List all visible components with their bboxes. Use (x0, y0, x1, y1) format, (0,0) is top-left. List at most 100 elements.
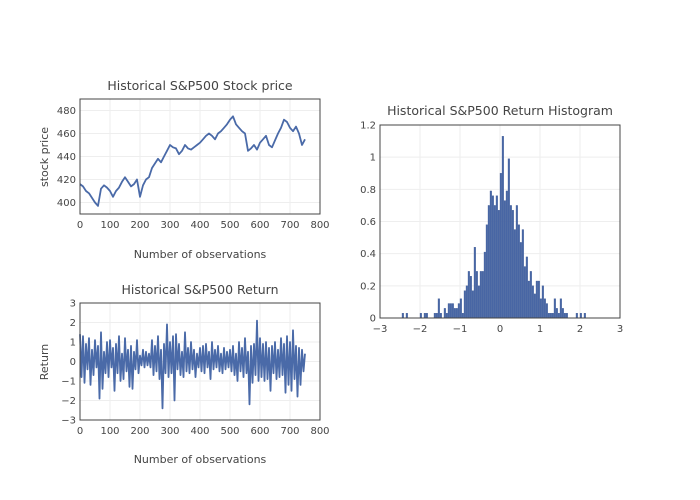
histogram-bar (527, 280, 530, 319)
histogram-bar (493, 205, 496, 319)
histogram-bar (471, 290, 474, 319)
histogram-bar (565, 313, 568, 319)
histogram-title: Historical S&P500 Return Histogram (387, 103, 613, 118)
histogram-bar (539, 298, 542, 319)
histogram-bar (553, 298, 556, 319)
histogram-bar (559, 298, 562, 319)
histogram-bar (443, 308, 446, 319)
plot-frame (379, 124, 621, 319)
x-tick-label: 0 (77, 426, 83, 437)
histogram-bar (495, 195, 498, 319)
histogram-bar (491, 195, 494, 319)
y-tick-label: 0.6 (360, 217, 376, 228)
x-tick-label: 500 (220, 426, 239, 437)
histogram-bar (575, 313, 578, 319)
histogram-bar (447, 303, 450, 319)
y-tick-label: 0.4 (360, 249, 376, 260)
histogram-bar (485, 224, 488, 319)
x-tick-label: 400 (190, 220, 209, 231)
x-tick-label: −3 (373, 324, 388, 335)
return-histogram-chart: Historical S&P500 Return Histogram −3 −2 −… (360, 103, 623, 335)
x-tick-label: 400 (190, 426, 209, 437)
stock-price-ylabel: stock price (38, 127, 51, 187)
histogram-bar (545, 303, 548, 319)
histogram-bar (549, 313, 552, 319)
histogram-bar (563, 313, 566, 319)
histogram-bar (533, 293, 536, 319)
x-tick-label: 300 (160, 426, 179, 437)
histogram-bar (459, 298, 462, 319)
y-tick-label: 3 (70, 299, 76, 310)
histogram-bar (489, 190, 492, 319)
x-tick-label: 0 (77, 220, 83, 231)
histogram-bar (513, 229, 516, 319)
histogram-bar (537, 280, 540, 319)
x-tick-label: 100 (100, 220, 119, 231)
x-tick-label: 100 (100, 426, 119, 437)
histogram-bar (525, 256, 528, 319)
histogram-bar (497, 210, 500, 319)
histogram-bar (583, 313, 586, 319)
x-tick-label: 600 (250, 426, 269, 437)
histogram-bar (401, 313, 404, 319)
histogram-bar (461, 313, 464, 319)
histogram-bar (467, 271, 470, 319)
return-xlabel: Number of observations (134, 453, 267, 466)
y-tick-label: 440 (57, 152, 76, 163)
histogram-bar (555, 308, 558, 319)
histogram-bar (499, 173, 502, 319)
x-tick-label: 3 (617, 324, 623, 335)
histogram-bar (419, 313, 422, 319)
histogram-bar (529, 271, 532, 319)
y-tick-label: 480 (57, 106, 76, 117)
return-ylabel: Return (38, 344, 51, 381)
histogram-bar (423, 313, 426, 319)
y-tick-label: −2 (61, 396, 76, 407)
x-tick-label: 1 (537, 324, 543, 335)
histogram-bar (507, 158, 510, 319)
histogram-bar (475, 271, 478, 319)
x-tick-label: 700 (280, 220, 299, 231)
return-chart: Historical S&P500 Return Number of obser… (38, 282, 330, 466)
y-tick-label: 460 (57, 129, 76, 140)
y-tick-label: −3 (61, 416, 76, 427)
x-tick-label: 200 (130, 426, 149, 437)
x-tick-label: 700 (280, 426, 299, 437)
histogram-bar (451, 303, 454, 319)
histogram-bar (445, 313, 448, 319)
histogram-bar (509, 205, 512, 319)
histogram-bar (521, 229, 524, 319)
histogram-bar (457, 303, 460, 319)
y-tick-label: 0.2 (360, 281, 376, 292)
x-tick-label: −1 (453, 324, 468, 335)
y-tick-label: 0.8 (360, 185, 376, 196)
series-line (79, 319, 306, 410)
y-tick-label: 420 (57, 175, 76, 186)
histogram-bar (505, 190, 508, 319)
x-tick-label: 2 (577, 324, 583, 335)
histogram-bar (519, 242, 522, 319)
histogram-bar (405, 313, 408, 319)
stock-price-xlabel: Number of observations (134, 248, 267, 261)
histogram-bar (483, 251, 486, 319)
histogram-bar (517, 224, 520, 319)
histogram-bar (523, 266, 526, 319)
histogram-bar (551, 313, 554, 319)
x-tick-label: −2 (413, 324, 428, 335)
x-tick-label: 300 (160, 220, 179, 231)
histogram-bar (503, 200, 506, 319)
histogram-bar (465, 285, 468, 319)
histogram-bar (511, 210, 514, 319)
histogram-bar (535, 280, 538, 319)
histogram-bar (547, 313, 550, 319)
y-tick-label: 400 (57, 198, 76, 209)
y-tick-label: 1 (70, 338, 76, 349)
plot-frame (79, 302, 321, 421)
stock-price-title: Historical S&P500 Stock price (107, 78, 293, 93)
y-tick-label: 0 (70, 357, 76, 368)
y-tick-label: 0 (370, 314, 376, 325)
histogram-bar (501, 136, 504, 319)
x-tick-label: 0 (497, 324, 503, 335)
histogram-bar (487, 205, 490, 319)
